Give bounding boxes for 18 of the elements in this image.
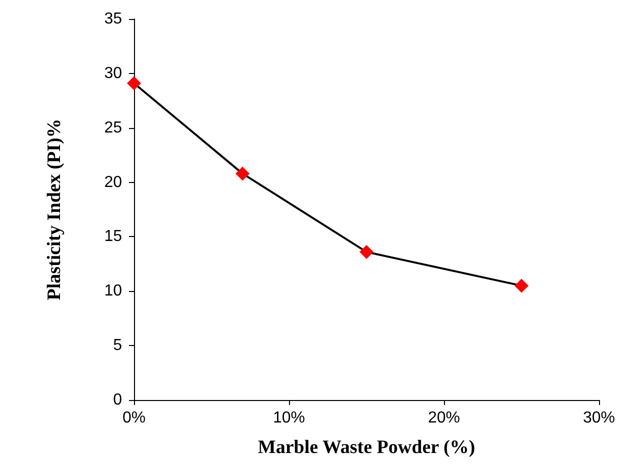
y-tick-label: 25 <box>104 119 122 136</box>
x-axis-title: Marble Waste Powder (%) <box>258 437 476 458</box>
y-tick-label: 0 <box>113 392 122 408</box>
x-tick-label: 20% <box>428 410 460 426</box>
point <box>514 278 528 293</box>
y-tick-label: 10 <box>104 282 122 300</box>
y-tick-label: 35 <box>104 10 122 28</box>
y-tick-label: 15 <box>104 228 122 246</box>
point <box>127 76 141 90</box>
y-tick-label: 5 <box>113 337 122 354</box>
x-tick-label: 10% <box>272 410 306 426</box>
y-tick-label: 20 <box>104 174 122 191</box>
x-tick-label: 0% <box>122 410 146 426</box>
x-tick-label: 30% <box>582 410 616 426</box>
y-axis-title: Plasticity Index (PI)% <box>44 118 65 300</box>
point <box>360 244 374 259</box>
point <box>236 166 250 181</box>
y-tick-label: 30 <box>104 64 122 82</box>
